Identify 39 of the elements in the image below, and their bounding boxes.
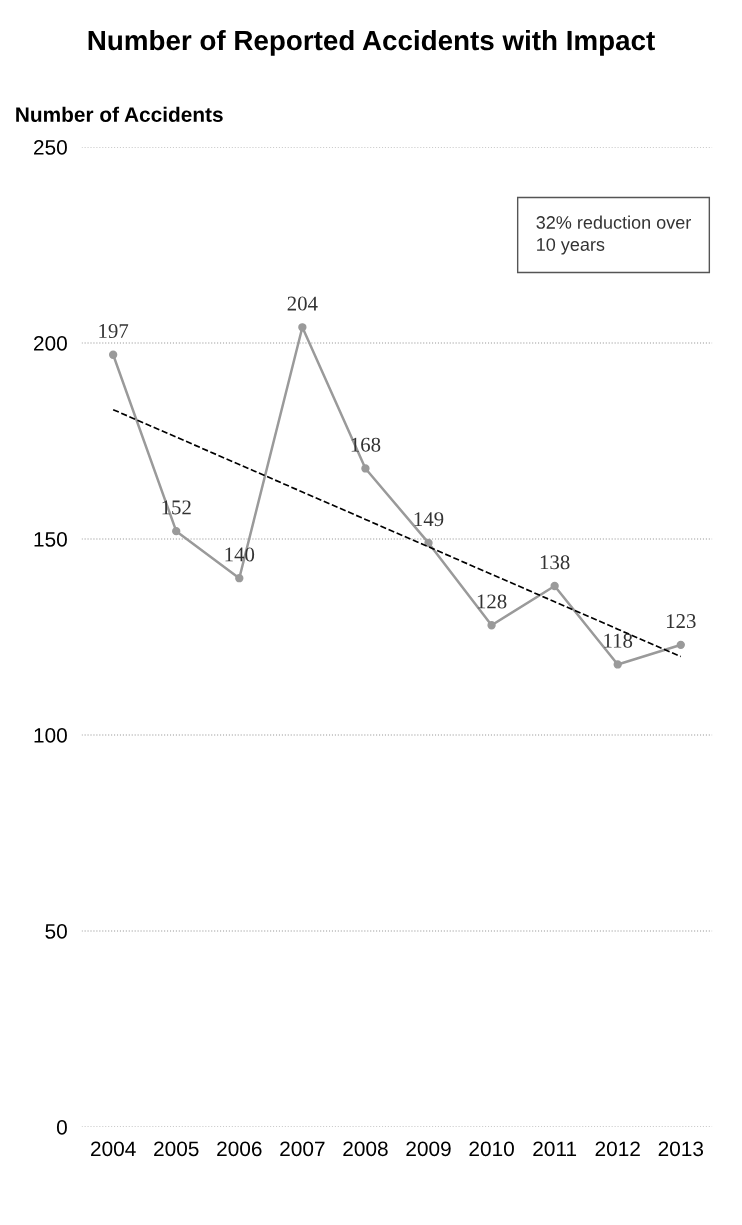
point <box>424 538 433 548</box>
chart-title: Number of Reported Accidents with Impact <box>88 29 655 56</box>
y-tick-label: 150 <box>34 532 67 547</box>
y-tick-label: 50 <box>45 924 67 939</box>
data-label: 149 <box>414 512 444 527</box>
x-tick-label: 2012 <box>595 1141 640 1157</box>
x-tick-label: 2005 <box>154 1141 199 1157</box>
x-tick-label: 2013 <box>658 1141 704 1157</box>
annotation: 32% reduction over 10 years <box>536 215 691 255</box>
data-label: 204 <box>287 296 318 311</box>
point <box>235 574 244 583</box>
point <box>676 640 685 650</box>
y-tick-label: 0 <box>56 1120 67 1135</box>
point <box>550 581 559 591</box>
data-label: 138 <box>540 555 570 570</box>
x-tick-label: 2004 <box>91 1141 136 1157</box>
point <box>108 350 118 359</box>
point <box>613 660 622 669</box>
data-label: 168 <box>351 437 381 452</box>
data-label: 152 <box>162 500 191 515</box>
data-label: 123 <box>666 614 696 629</box>
y-tick-label: 200 <box>34 336 67 351</box>
data-label: 118 <box>604 633 633 648</box>
x-tick-label: 2006 <box>217 1141 262 1157</box>
point <box>172 526 181 536</box>
point <box>361 464 370 473</box>
y-tick-label: 100 <box>34 728 67 743</box>
y-tick-label: 250 <box>34 140 67 155</box>
y-axis-title: Number of Accidents <box>16 106 223 122</box>
x-tick-label: 2011 <box>533 1141 577 1157</box>
x-tick-label: 2007 <box>280 1141 325 1157</box>
point <box>298 323 307 332</box>
x-tick-label: 2008 <box>343 1141 388 1157</box>
data-label: 128 <box>477 594 507 609</box>
x-tick-label: 2009 <box>406 1141 451 1157</box>
x-tick-label: 2010 <box>469 1141 514 1157</box>
data-label: 197 <box>99 324 129 339</box>
point <box>487 621 496 630</box>
data-label: 140 <box>225 547 255 562</box>
